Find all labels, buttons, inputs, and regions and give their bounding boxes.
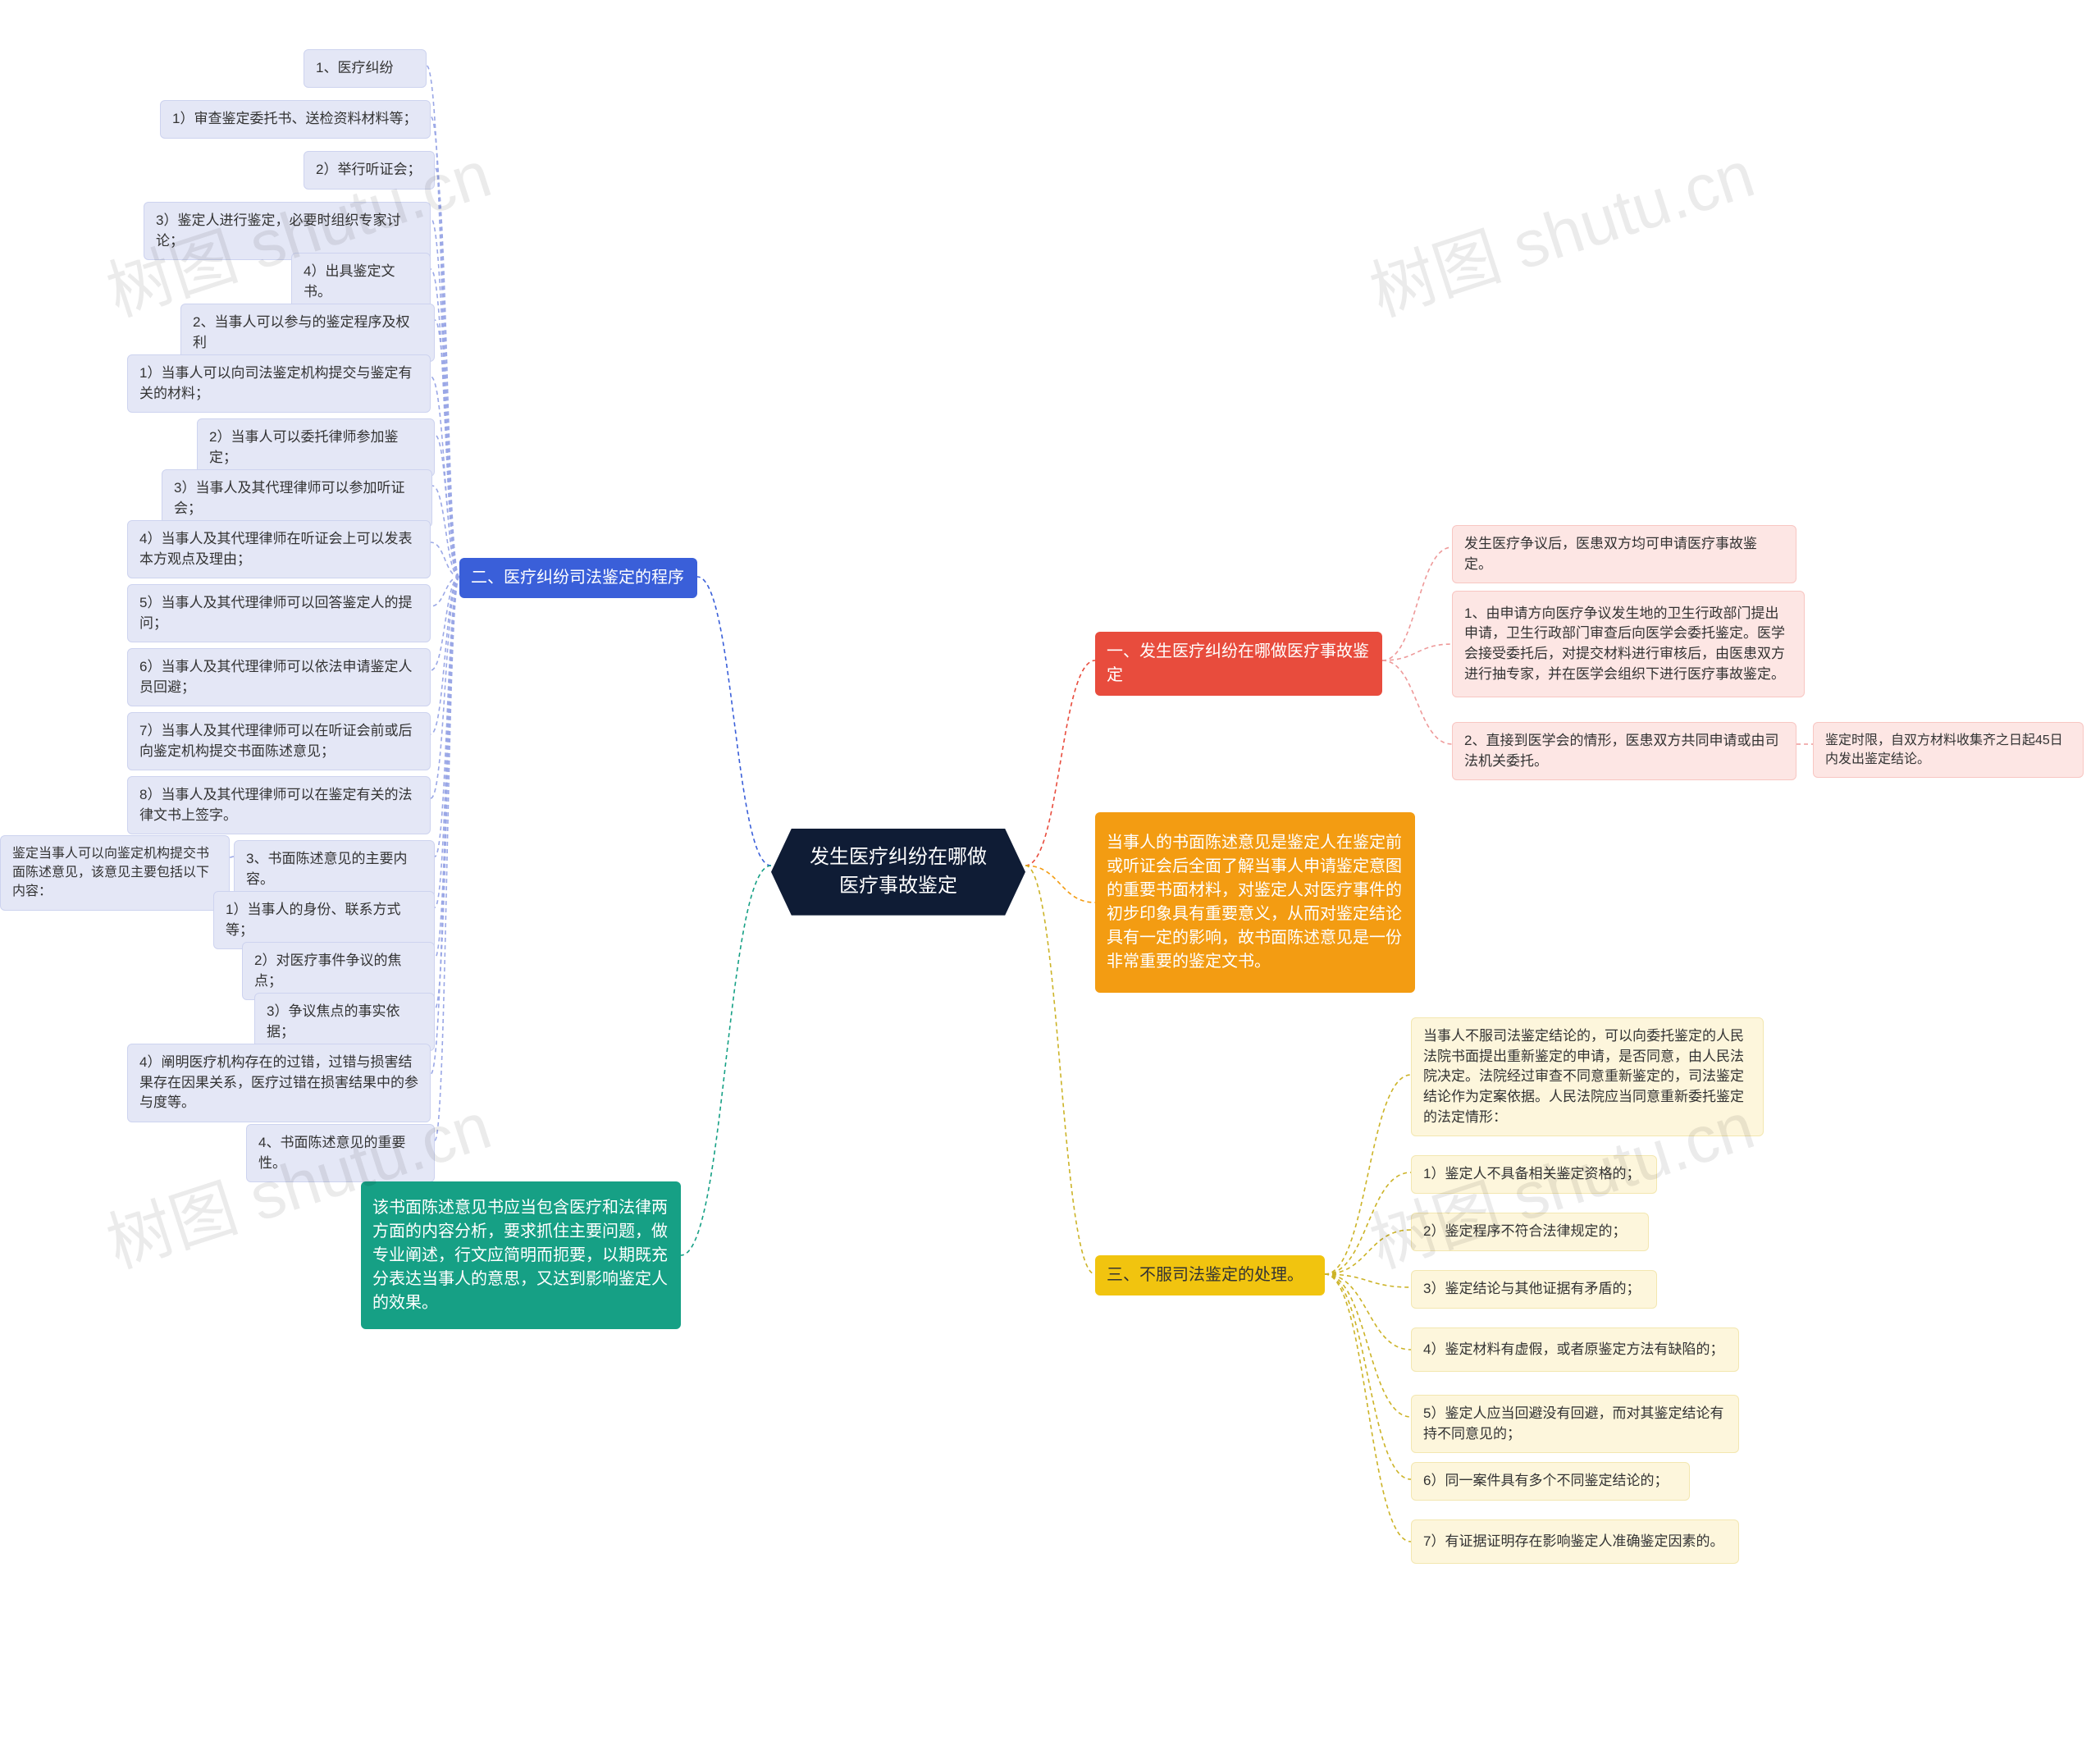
node-root: 发生医疗纠纷在哪做医疗事故鉴定 (771, 829, 1025, 916)
edge-root-b5 (681, 866, 771, 1255)
edge-root-b2 (1025, 866, 1095, 902)
edge-b4-b4_3 (435, 167, 459, 577)
node-b4_18: 3）争议焦点的事实依据； (254, 993, 435, 1051)
node-b2: 当事人的书面陈述意见是鉴定人在鉴定前或听证会后全面了解当事人申请鉴定意图的重要书… (1095, 812, 1415, 993)
node-b4_4: 3）鉴定人进行鉴定，必要时组织专家讨论； (144, 202, 431, 260)
node-b4_20: 4、书面陈述意见的重要性。 (246, 1124, 435, 1182)
edge-b4-b4_6 (435, 320, 459, 577)
node-b3d: 3）鉴定结论与其他证据有矛盾的； (1411, 1270, 1657, 1309)
node-b4_14: 8）当事人及其代理律师可以在鉴定有关的法律文书上签字。 (127, 776, 431, 834)
node-b3c: 2）鉴定程序不符合法律规定的； (1411, 1213, 1649, 1251)
edge-b3-b3h (1325, 1274, 1411, 1542)
node-b4_19: 4）阐明医疗机构存在的过错，过错与损害结果存在因果关系，医疗过错在损害结果中的参… (127, 1044, 431, 1122)
edge-root-b4 (697, 577, 771, 866)
edge-b4-b4_2 (431, 117, 459, 577)
edge-b3-b3e (1325, 1274, 1411, 1350)
node-b1c: 2、直接到医学会的情形，医患双方共同申请或由司法机关委托。 (1452, 722, 1796, 780)
node-b5: 该书面陈述意见书应当包含医疗和法律两方面的内容分析，要求抓住主要问题，做专业阐述… (361, 1181, 681, 1329)
node-b1: 一、发生医疗纠纷在哪做医疗事故鉴定 (1095, 632, 1382, 696)
node-b4_13: 7）当事人及其代理律师可以在听证会前或后向鉴定机构提交书面陈述意见； (127, 712, 431, 770)
edge-b4-b4_14 (431, 577, 459, 798)
edge-b4-b4_18 (435, 577, 459, 1009)
edge-b4-b4_20 (435, 577, 459, 1140)
node-b1c1: 鉴定时限，自双方材料收集齐之日起45日内发出鉴定结论。 (1813, 722, 2084, 778)
node-b4_3: 2）举行听证会； (304, 151, 435, 190)
node-b4_16: 1）当事人的身份、联系方式等； (213, 891, 435, 949)
node-b4_17: 2）对医疗事件争议的焦点； (242, 942, 435, 1000)
node-b3a: 当事人不服司法鉴定结论的，可以向委托鉴定的人民法院书面提出重新鉴定的申请，是否同… (1411, 1017, 1764, 1136)
node-b3: 三、不服司法鉴定的处理。 (1095, 1255, 1325, 1295)
edge-b1-b1a (1382, 547, 1452, 660)
edge-b3-b3g (1325, 1274, 1411, 1479)
node-b4_10: 4）当事人及其代理律师在听证会上可以发表本方观点及理由； (127, 520, 431, 578)
node-b4_5: 4）出具鉴定文书。 (291, 253, 431, 311)
node-b3h: 7）有证据证明存在影响鉴定人准确鉴定因素的。 (1411, 1519, 1739, 1564)
edge-root-b3 (1025, 866, 1095, 1274)
node-b3e: 4）鉴定材料有虚假，或者原鉴定方法有缺陷的； (1411, 1327, 1739, 1372)
node-b1a: 发生医疗争议后，医患双方均可申请医疗事故鉴定。 (1452, 525, 1796, 583)
edge-b3-b3f (1325, 1274, 1411, 1417)
node-b3b: 1）鉴定人不具备相关鉴定资格的； (1411, 1155, 1657, 1194)
edge-root-b1 (1025, 660, 1095, 866)
node-b4_1: 1、医疗纠纷 (304, 49, 427, 88)
edge-b1-b1c (1382, 660, 1452, 744)
edge-b3-b3a (1325, 1075, 1411, 1274)
node-b1b: 1、由申请方向医疗争议发生地的卫生行政部门提出申请，卫生行政部门审查后向医学会委… (1452, 591, 1805, 697)
edge-b3-b3b (1325, 1172, 1411, 1274)
node-b4_8: 2）当事人可以委托律师参加鉴定； (197, 418, 435, 477)
node-b4_12: 6）当事人及其代理律师可以依法申请鉴定人员回避； (127, 648, 431, 706)
node-b4_6: 2、当事人可以参与的鉴定程序及权利 (180, 304, 435, 362)
node-b3g: 6）同一案件具有多个不同鉴定结论的； (1411, 1462, 1690, 1501)
node-b4_11: 5）当事人及其代理律师可以回答鉴定人的提问； (127, 584, 431, 642)
node-b4: 二、医疗纠纷司法鉴定的程序 (459, 558, 697, 598)
edge-b1-b1b (1382, 644, 1452, 660)
node-b4_7: 1）当事人可以向司法鉴定机构提交与鉴定有关的材料； (127, 354, 431, 413)
node-b3f: 5）鉴定人应当回避没有回避，而对其鉴定结论有持不同意见的； (1411, 1395, 1739, 1453)
node-b4_2: 1）审查鉴定委托书、送检资料材料等； (160, 100, 431, 139)
node-b4_9: 3）当事人及其代理律师可以参加听证会； (162, 469, 432, 528)
node-b4_15a: 鉴定当事人可以向鉴定机构提交书面陈述意见，该意见主要包括以下内容： (0, 835, 230, 911)
node-b4_15: 3、书面陈述意见的主要内容。 (234, 840, 435, 898)
